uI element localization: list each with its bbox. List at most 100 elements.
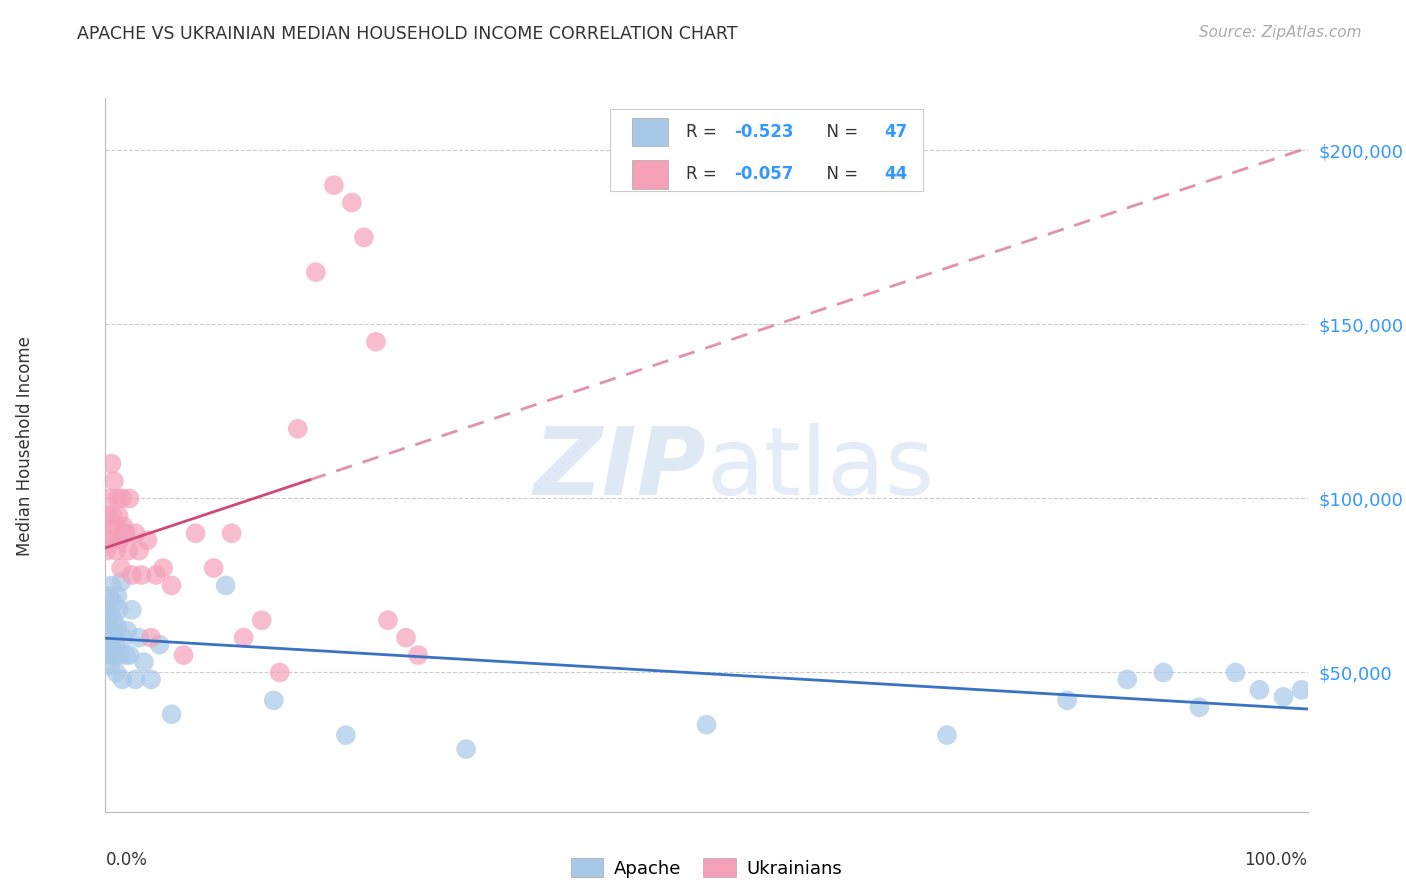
FancyBboxPatch shape xyxy=(631,161,668,189)
Point xyxy=(97,648,120,662)
Text: ZIP: ZIP xyxy=(534,423,707,516)
Point xyxy=(1249,682,1271,697)
Point xyxy=(128,631,150,645)
Point xyxy=(121,568,143,582)
Point xyxy=(936,728,959,742)
Point xyxy=(98,658,121,673)
Point xyxy=(1291,682,1313,697)
Text: Median Household Income: Median Household Income xyxy=(17,336,34,556)
Point xyxy=(110,574,132,589)
Legend: Apache, Ukrainians: Apache, Ukrainians xyxy=(564,851,849,885)
Point xyxy=(395,631,418,645)
Text: 44: 44 xyxy=(884,166,908,184)
Point xyxy=(269,665,291,680)
Point xyxy=(173,648,195,662)
Point xyxy=(100,457,122,471)
Text: N =: N = xyxy=(815,123,863,141)
Point xyxy=(364,334,387,349)
Point xyxy=(152,561,174,575)
Point xyxy=(139,631,162,645)
Text: N =: N = xyxy=(815,166,863,184)
Point xyxy=(263,693,285,707)
Point xyxy=(107,589,129,603)
Point xyxy=(128,543,150,558)
Point xyxy=(117,543,139,558)
Point xyxy=(98,589,121,603)
Point xyxy=(96,603,118,617)
Point xyxy=(105,665,128,680)
Point xyxy=(136,533,159,548)
Point xyxy=(111,673,134,687)
Point xyxy=(214,578,236,592)
Point xyxy=(202,561,225,575)
Point xyxy=(114,526,136,541)
Point xyxy=(115,648,138,662)
Point xyxy=(115,624,138,638)
Point xyxy=(107,508,129,523)
Text: R =: R = xyxy=(686,123,723,141)
Point xyxy=(103,474,125,488)
Point xyxy=(340,195,363,210)
Point xyxy=(696,717,718,731)
Point xyxy=(108,648,131,662)
Text: APACHE VS UKRAINIAN MEDIAN HOUSEHOLD INCOME CORRELATION CHART: APACHE VS UKRAINIAN MEDIAN HOUSEHOLD INC… xyxy=(77,25,738,43)
Point xyxy=(131,568,153,582)
Point xyxy=(107,603,129,617)
Point xyxy=(110,561,132,575)
Text: 47: 47 xyxy=(884,123,908,141)
Point xyxy=(160,578,183,592)
Point xyxy=(287,422,309,436)
Point xyxy=(322,178,344,193)
Point xyxy=(1225,665,1247,680)
Text: 100.0%: 100.0% xyxy=(1244,851,1308,869)
Point xyxy=(98,638,121,652)
Point xyxy=(160,707,183,722)
Text: -0.057: -0.057 xyxy=(734,166,793,184)
Point xyxy=(96,543,118,558)
Point xyxy=(121,603,143,617)
Point xyxy=(97,508,120,523)
Point xyxy=(145,568,167,582)
Point xyxy=(118,491,141,506)
Point xyxy=(1188,700,1211,714)
Point xyxy=(148,638,170,652)
Point xyxy=(98,533,121,548)
Point xyxy=(111,491,134,506)
Point xyxy=(98,526,121,541)
Point xyxy=(98,491,121,506)
Point xyxy=(377,613,399,627)
Point xyxy=(1272,690,1295,704)
Point xyxy=(103,596,125,610)
Point xyxy=(250,613,273,627)
Point xyxy=(124,673,146,687)
FancyBboxPatch shape xyxy=(610,109,922,191)
Point xyxy=(105,543,128,558)
Point xyxy=(108,533,131,548)
Point xyxy=(101,508,124,523)
Point xyxy=(103,613,125,627)
Point xyxy=(101,624,124,638)
Point xyxy=(353,230,375,244)
Point xyxy=(112,519,135,533)
Point xyxy=(107,620,129,634)
Point xyxy=(115,526,138,541)
Text: atlas: atlas xyxy=(707,423,935,516)
Point xyxy=(232,631,254,645)
Point xyxy=(100,578,122,592)
Point xyxy=(184,526,207,541)
Point xyxy=(104,519,127,533)
Text: Source: ZipAtlas.com: Source: ZipAtlas.com xyxy=(1198,25,1361,40)
Text: R =: R = xyxy=(686,166,723,184)
Point xyxy=(104,638,127,652)
Point xyxy=(335,728,357,742)
Point xyxy=(454,742,477,756)
Point xyxy=(118,648,141,662)
Text: -0.523: -0.523 xyxy=(734,123,793,141)
Point xyxy=(107,491,129,506)
Point xyxy=(124,526,146,541)
Point xyxy=(101,648,124,662)
Point xyxy=(305,265,328,279)
Point xyxy=(1152,665,1174,680)
Point xyxy=(132,655,155,669)
FancyBboxPatch shape xyxy=(631,118,668,146)
